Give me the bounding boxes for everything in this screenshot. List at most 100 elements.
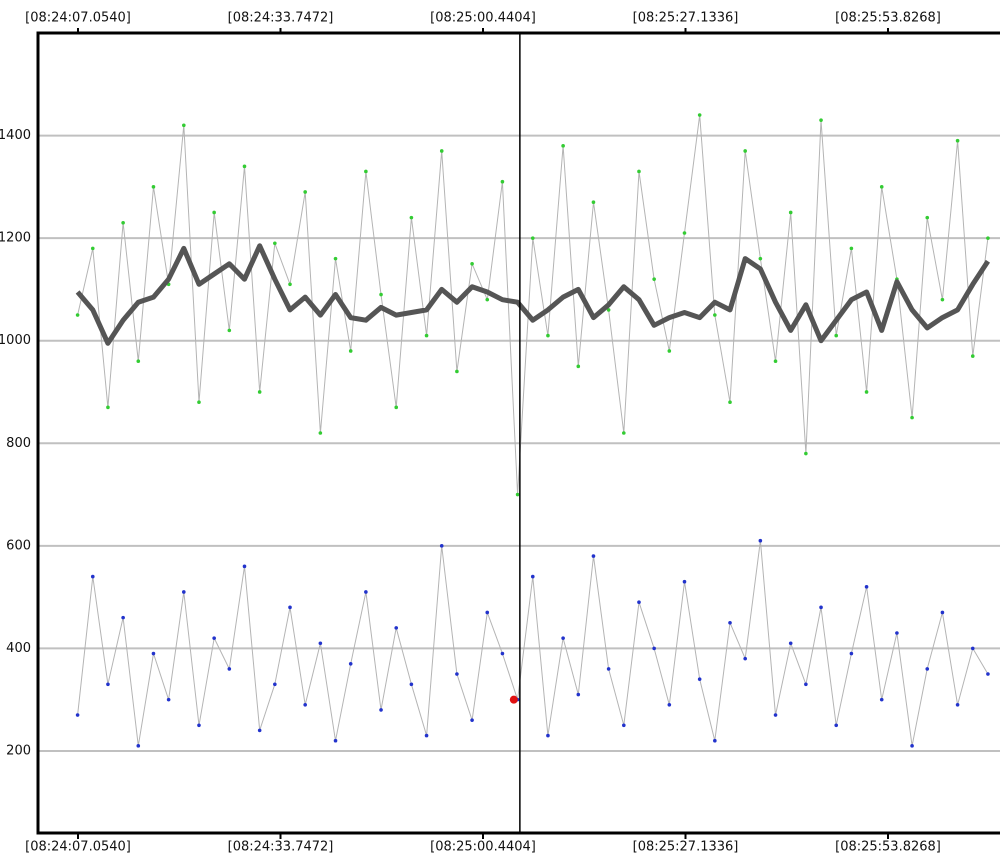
data-point — [849, 246, 854, 251]
data-point — [955, 702, 960, 707]
data-point — [257, 728, 262, 733]
data-point — [151, 185, 156, 189]
data-point — [682, 579, 687, 584]
data-point — [728, 400, 732, 405]
data-point — [333, 738, 338, 743]
data-point — [485, 610, 490, 615]
data-point — [242, 164, 247, 169]
data-point — [182, 590, 186, 594]
data-point — [606, 308, 611, 312]
data-point — [303, 702, 307, 707]
data-point — [197, 400, 201, 405]
data-point — [652, 277, 656, 281]
data-point — [470, 718, 474, 722]
data-point — [485, 297, 490, 302]
data-point — [591, 200, 596, 205]
data-point — [925, 667, 930, 671]
data-point — [257, 390, 262, 394]
data-point — [970, 646, 975, 651]
data-point — [303, 190, 307, 194]
data-point — [667, 349, 672, 353]
data-point — [515, 492, 520, 497]
data-point — [136, 744, 141, 748]
data-point — [834, 333, 839, 338]
data-point — [773, 359, 778, 364]
x-tick-label-top: [08:24:07.0540] — [25, 11, 131, 26]
data-point — [758, 538, 763, 543]
data-point — [879, 185, 884, 189]
smoothed-line — [75, 243, 990, 346]
data-point — [90, 574, 95, 579]
data-point — [439, 149, 444, 153]
x-tick-label-top: [08:25:27.1336] — [633, 11, 739, 26]
data-point — [318, 641, 323, 646]
plot-area — [38, 33, 1000, 833]
data-point — [348, 349, 353, 353]
x-tick-label: [08:25:00.4404] — [430, 840, 536, 855]
y-tick-label: 1400 — [0, 128, 31, 143]
highlight-point — [509, 695, 518, 704]
x-tick-label: [08:25:27.1336] — [633, 840, 739, 855]
data-point — [121, 615, 125, 620]
data-point — [940, 610, 945, 615]
data-point — [121, 220, 125, 225]
x-tick-label-top: [08:24:33.7472] — [228, 11, 334, 26]
data-point — [500, 651, 505, 656]
data-point — [439, 544, 444, 548]
data-point — [348, 661, 353, 666]
data-point — [379, 708, 383, 712]
data-point — [379, 292, 383, 297]
data-point — [136, 359, 141, 364]
data-point — [455, 369, 459, 374]
grid — [38, 134, 1000, 752]
data-point — [546, 733, 550, 738]
data-point — [697, 113, 702, 117]
y-tick-label: 800 — [6, 436, 31, 451]
data-point — [910, 744, 914, 748]
data-point — [409, 682, 414, 687]
y-tick-label: 600 — [6, 538, 31, 553]
data-point — [773, 713, 778, 717]
data-point — [576, 692, 581, 697]
data-point — [788, 641, 793, 646]
data-point — [470, 261, 474, 266]
data-point — [986, 672, 990, 676]
data-point — [925, 215, 930, 220]
data-point — [288, 282, 292, 287]
data-point — [955, 138, 960, 143]
data-point — [576, 364, 581, 369]
data-point — [364, 590, 368, 594]
data-point — [561, 636, 565, 640]
data-point — [546, 333, 550, 338]
data-point — [166, 697, 171, 702]
data-point — [273, 682, 277, 687]
data-point — [697, 677, 702, 681]
data-point — [75, 313, 80, 317]
data-point — [758, 256, 763, 261]
data-point — [455, 672, 459, 676]
axes: 200 400 600 800 1000 1200 1400 [08:24:07.0540] [… — [0, 11, 1000, 855]
data-point — [834, 723, 839, 728]
data-point — [197, 723, 201, 728]
data-layer — [75, 33, 990, 833]
data-point — [986, 236, 990, 240]
data-point — [637, 169, 641, 174]
data-point — [667, 702, 672, 707]
data-point — [713, 313, 717, 317]
x-tick-label: [08:25:53.8268] — [835, 840, 941, 855]
x-tick-label-top: [08:25:53.8268] — [835, 11, 941, 26]
data-point — [409, 215, 414, 220]
data-point — [151, 651, 156, 656]
data-point — [864, 585, 869, 589]
data-point — [743, 149, 747, 153]
data-point — [530, 574, 535, 579]
data-point — [364, 169, 368, 174]
data-point — [728, 620, 732, 625]
y-tick-label: 1000 — [0, 333, 31, 348]
data-point — [75, 713, 80, 717]
data-point — [212, 636, 216, 640]
data-point — [591, 554, 596, 558]
data-point — [682, 231, 687, 235]
data-point — [652, 646, 656, 651]
data-point — [819, 118, 823, 122]
